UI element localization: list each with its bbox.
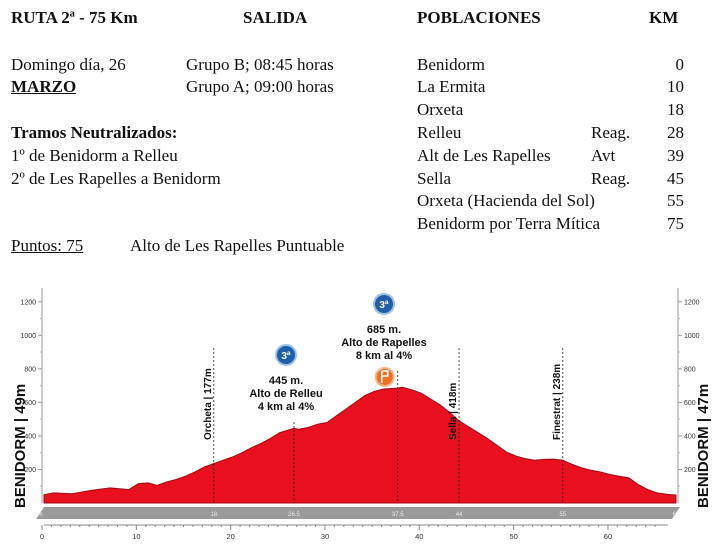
month-text: MARZO <box>11 77 77 96</box>
x-tick-label: 60 <box>604 532 612 541</box>
climb-label: 445 m. <box>269 375 303 387</box>
town-tag: Avt <box>591 146 616 165</box>
town-km: 45 <box>667 169 684 188</box>
route-title: RUTA 2ª - 75 Km <box>11 8 138 27</box>
band-km-label: Km <box>34 512 43 518</box>
town-km: 10 <box>667 77 684 96</box>
end-town-label: BENIDORM | 47m <box>695 384 712 508</box>
y-tick-label: 800 <box>684 366 696 373</box>
points-note: Alto de Les Rapelles Puntuable <box>130 236 345 255</box>
town-km: 75 <box>667 214 684 233</box>
x-tick-label: 20 <box>226 532 234 541</box>
band-km-label: 67 <box>673 512 680 518</box>
y-tick-label: 600 <box>684 400 696 407</box>
y-tick-label: 1000 <box>684 333 700 340</box>
x-tick-label: 40 <box>415 532 423 541</box>
climb-label: 685 m. <box>367 324 401 336</box>
climb-label: Alto de Rapelles <box>341 337 427 349</box>
town-marker-label: Finestrat | 238m <box>552 364 563 440</box>
town-name: Alt de Les Rapelles <box>417 146 551 165</box>
town-marker-label: Sella | 418m <box>448 383 459 440</box>
y-tick-label: 200 <box>684 467 696 474</box>
town-name: Benidorm por Terra Mítica <box>417 214 601 233</box>
climb-label: 8 km al 4% <box>356 350 412 362</box>
flag-glyph-icon <box>380 370 389 383</box>
neutral-item: 2º de Les Rapelles a Benidorm <box>11 169 221 188</box>
x-tick-label: 50 <box>509 532 517 541</box>
neutral-item: 1º de Benidorm a Relleu <box>11 146 178 165</box>
x-tick-label: 10 <box>132 532 140 541</box>
band-km-label: 44 <box>456 512 463 518</box>
town-name: Sella <box>417 169 451 188</box>
x-tick-label: 30 <box>321 532 329 541</box>
y-tick-label: 200 <box>24 467 36 474</box>
y-tick-label: 1200 <box>20 299 36 306</box>
town-km: 0 <box>675 55 685 74</box>
climb-category-icon <box>373 293 395 315</box>
day-text: Domingo día, 26 <box>11 55 126 74</box>
y-tick-label: 400 <box>684 433 696 440</box>
town-name: Orxeta <box>417 100 464 119</box>
town-tag: Reag. <box>591 123 631 142</box>
group-a-time: Grupo A; 09:00 horas <box>186 77 334 96</box>
climb-category-label: 3ª <box>379 300 389 311</box>
poblaciones-header: POBLACIONES <box>417 8 541 27</box>
band-km-label: 37.5 <box>392 512 404 518</box>
climb-category-icon <box>275 344 297 366</box>
town-marker-label: Orcheta | 177m <box>203 368 214 440</box>
salida-header: SALIDA <box>243 8 308 27</box>
band-km-label: 26.5 <box>288 512 300 518</box>
start-town-label: BENIDORM | 49m <box>12 384 29 508</box>
town-km: 18 <box>667 100 684 119</box>
group-b-time: Grupo B; 08:45 horas <box>186 55 334 74</box>
town-name: Benidorm <box>417 55 485 74</box>
town-km: 55 <box>667 191 684 210</box>
y-tick-label: 1000 <box>20 333 36 340</box>
town-name: La Ermita <box>417 77 486 96</box>
distance-band <box>36 507 680 519</box>
neutral-title: Tramos Neutralizados: <box>11 123 178 142</box>
town-tag: Reag. <box>591 169 631 188</box>
climb-label: 4 km al 4% <box>258 401 314 413</box>
y-tick-label: 800 <box>24 366 36 373</box>
band-km-label: 55 <box>559 512 566 518</box>
summit-flag-icon <box>374 367 395 387</box>
y-tick-label: 400 <box>24 433 36 440</box>
band-km-label: 18 <box>210 512 217 518</box>
town-name: Relleu <box>417 123 462 142</box>
climb-category-label: 3ª <box>281 351 291 362</box>
elevation-area <box>43 386 677 504</box>
y-tick-label: 1200 <box>684 299 700 306</box>
points-label: Puntos: 75 <box>11 236 84 255</box>
town-km: 39 <box>667 146 684 165</box>
x-tick-label: 0 <box>40 532 44 541</box>
climb-label: Alto de Relleu <box>249 388 322 400</box>
town-km: 28 <box>667 123 684 142</box>
town-name: Orxeta (Hacienda del Sol) <box>417 191 595 210</box>
km-header: KM <box>649 8 679 27</box>
y-tick-label: 600 <box>24 400 36 407</box>
